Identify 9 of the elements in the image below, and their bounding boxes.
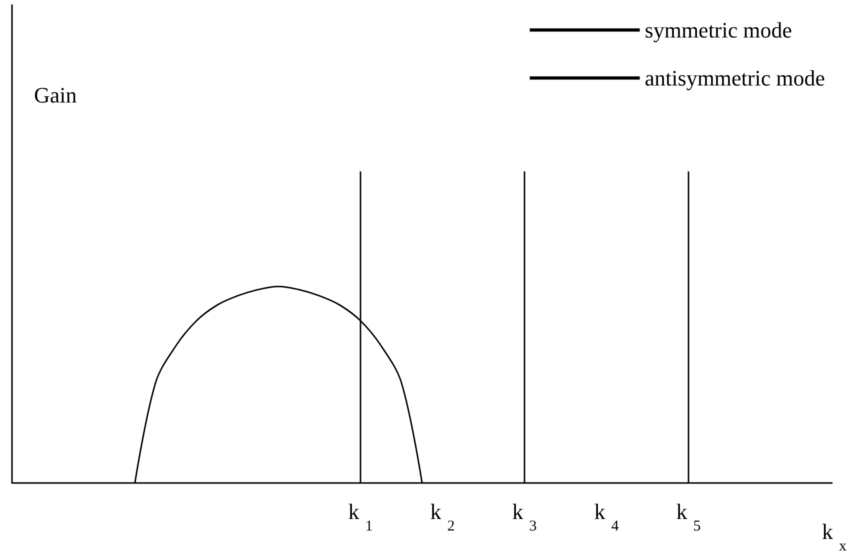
legend-label: antisymmetric mode [644,66,825,90]
legend-label: symmetric mode [644,18,792,42]
x-tick-label: k3 [512,499,537,534]
y-axis-title: Gain [34,82,77,108]
x-tick-label: k4 [594,499,620,534]
x-axis-title: kx [822,519,847,554]
x-tick-label: k5 [676,499,701,534]
x-tick-label: k1 [348,499,373,534]
x-tick-label: k2 [430,499,455,534]
